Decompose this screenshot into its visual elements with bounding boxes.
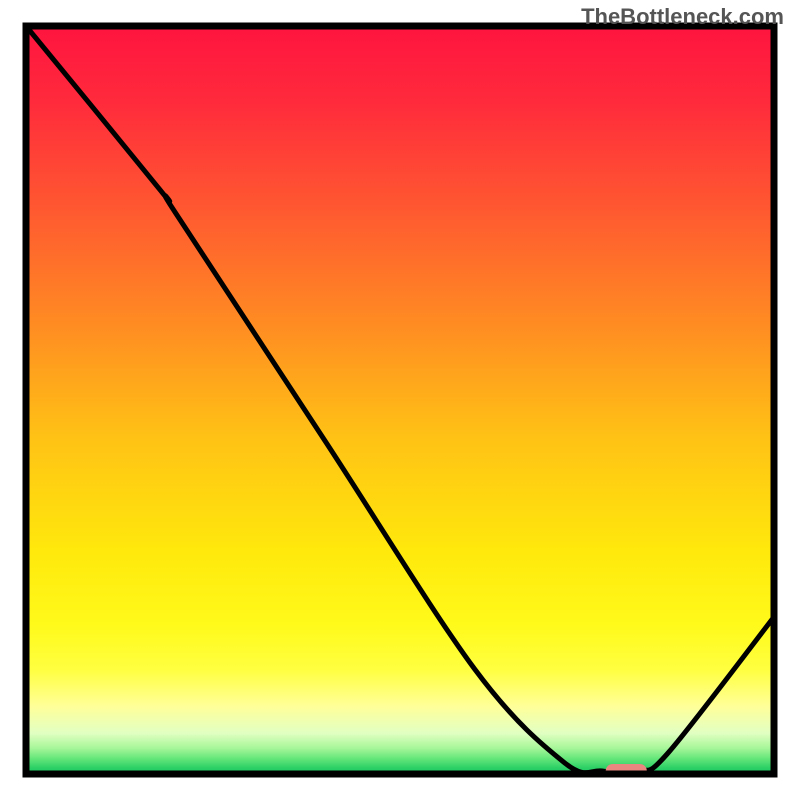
chart-container: TheBottleneck.com bbox=[0, 0, 800, 800]
watermark-text: TheBottleneck.com bbox=[581, 4, 784, 30]
gradient-background bbox=[26, 26, 774, 774]
bottleneck-curve-chart bbox=[0, 0, 800, 800]
